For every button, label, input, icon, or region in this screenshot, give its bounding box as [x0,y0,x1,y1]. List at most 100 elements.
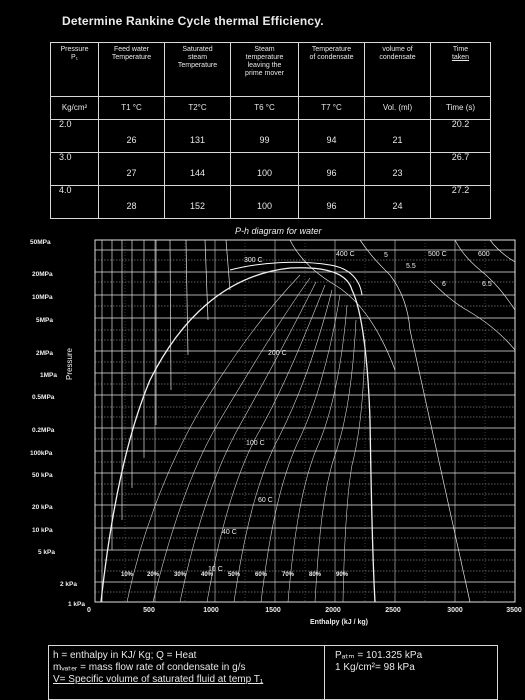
page-title: Determine Rankine Cycle thermal Efficien… [62,14,324,28]
unit-cell: T6 °C [230,96,299,120]
pressure-labels: 50MPa 20MPa 10MPa 5MPa 2MPa 1MPa 0.5MPa … [30,239,85,608]
header-condensate-volume: volume of condensate [364,42,431,97]
quality-label: 30% [174,572,187,578]
temp-label: 500 C [428,251,447,258]
cell-value: 21 [364,119,431,153]
entropy-label: 6.5 [482,281,492,288]
quality-label: 70% [282,572,295,578]
table-units-row: Kg/cm² T1 °C T2°C T6 °C T7 °C Vol. (ml) … [50,96,491,120]
cell-time: 26.7 [430,152,491,186]
cell-value: 99 [230,119,299,153]
header-pressure: Pressure P₁ [50,42,99,97]
enthalpy-tick-label: 3500 [506,607,522,614]
critical-isobar [229,261,363,296]
cell-value: 100 [230,152,299,186]
table-header-row: Pressure P₁ Feed water Temperature Saturat… [50,42,491,97]
enthalpy-tick-label: 500 [143,607,155,614]
notes-box: h = enthalpy in KJ/ Kg; Q = Heat mᵥₐₜₑᵣ … [48,645,498,700]
pressure-tick-label: 2 kPa [60,581,77,588]
pressure-tick-label: 1 kPa [68,601,85,608]
temp-label: 600 [478,251,490,258]
temperature-labels: 300 C 400 C 500 C 600 200 C 100 C 60 C 4… [208,251,490,573]
diagram-grid [94,239,516,603]
unit-cell: T2°C [164,96,231,120]
temp-label: 100 C [246,440,265,447]
note-atm-pressure: Pₐₜₘ = 101.325 kPa [335,650,423,661]
notes-right: Pₐₜₘ = 101.325 kPa 1 Kg/cm²= 98 kPa [329,646,495,699]
cell-value: 152 [164,185,231,219]
note-mass-flow: mᵥₐₜₑᵣ = mass flow rate of condensate in… [53,662,246,673]
quality-label: 10% [121,572,134,578]
cell-value: 28 [98,185,165,219]
diagram-title: P-h diagram for water [235,226,323,236]
quality-label: 60% [255,572,268,578]
temp-label: 10 C [208,566,223,573]
notes-left: h = enthalpy in KJ/ Kg; Q = Heat mᵥₐₜₑᵣ … [49,646,325,699]
cell-pressure: 2.0 [50,119,99,153]
pressure-tick-label: 100kPa [30,450,53,457]
unit-cell: Vol. (ml) [364,96,431,120]
entropy-label: 5.5 [406,263,416,270]
cell-value: 23 [364,152,431,186]
cell-value: 144 [164,152,231,186]
header-condensate-temp: Temperature of condensate [298,42,365,97]
header-saturated-steam-temp: Saturated steam Temperature [164,42,231,97]
note-enthalpy: h = enthalpy in KJ/ Kg; Q = Heat [53,650,197,661]
quality-label: 20% [147,572,160,578]
header-time-taken: Time taken [430,42,491,97]
table-row: 2.0 26 131 99 94 21 20.2 [50,119,491,153]
unit-cell: Kg/cm² [50,96,99,120]
pressure-tick-label: 10MPa [32,294,53,301]
cell-value: 96 [298,152,365,186]
cell-pressure: 4.0 [50,185,99,219]
pressure-tick-label: 0.2MPa [32,427,55,434]
table-row: 4.0 28 152 100 96 24 27.2 [50,185,491,219]
enthalpy-tick-label: 1000 [203,607,219,614]
header-feed-water-temp: Feed water Temperature [98,42,165,97]
quality-label: 80% [309,572,322,578]
entropy-label: 5 [384,252,388,259]
pressure-tick-label: 50 kPa [32,472,53,479]
quality-lines [126,274,366,603]
temp-label: 300 C [244,257,263,264]
cell-value: 27 [98,152,165,186]
temp-label: 200 C [268,350,287,357]
unit-cell: T7 °C [298,96,365,120]
table-row: 3.0 27 144 100 96 23 26.7 [50,152,491,186]
cell-value: 131 [164,119,231,153]
note-unit-conversion: 1 Kg/cm²= 98 kPa [335,662,415,673]
enthalpy-tick-label: 1500 [265,607,281,614]
enthalpy-ticks: 0 500 1000 1500 2000 2500 3000 3500 [87,607,522,614]
pressure-tick-label: 10 kPa [32,527,53,534]
y-axis-label: Pressure [65,347,74,380]
entropy-labels: 5 5.5 6 6.5 [384,252,492,288]
cell-time: 27.2 [430,185,491,219]
temp-label: 60 C [258,497,273,504]
temp-label: 400 C [336,251,355,258]
unit-cell: Time (s) [430,96,491,120]
pressure-tick-label: 50MPa [30,239,51,246]
unit-cell: T1 °C [98,96,165,120]
cell-pressure: 3.0 [50,152,99,186]
pressure-tick-label: 20MPa [32,271,53,278]
pressure-tick-label: 2MPa [36,350,53,357]
pressure-tick-label: 1MPa [40,372,57,379]
quality-label: 90% [336,572,349,578]
cell-value: 100 [230,185,299,219]
cell-time: 20.2 [430,119,491,153]
pressure-tick-label: 0.5MPa [32,394,55,401]
enthalpy-tick-label: 3000 [447,607,463,614]
cell-value: 96 [298,185,365,219]
saturation-dome [100,267,376,603]
entropy-label: 6 [442,281,446,288]
enthalpy-tick-label: 2000 [325,607,341,614]
cell-value: 26 [98,119,165,153]
x-axis-label: Enthalpy (kJ / kg) [310,619,368,626]
isotherm-lines [101,239,516,603]
header-steam-temp-leaving: Steam temperature leaving the prime mover [230,42,299,97]
ph-diagram: P-h diagram for water Pressure 50MPa 20M… [30,226,522,626]
cell-value: 24 [364,185,431,219]
quality-label: 50% [228,572,241,578]
pressure-tick-label: 5MPa [36,317,53,324]
enthalpy-tick-label: 2500 [385,607,401,614]
